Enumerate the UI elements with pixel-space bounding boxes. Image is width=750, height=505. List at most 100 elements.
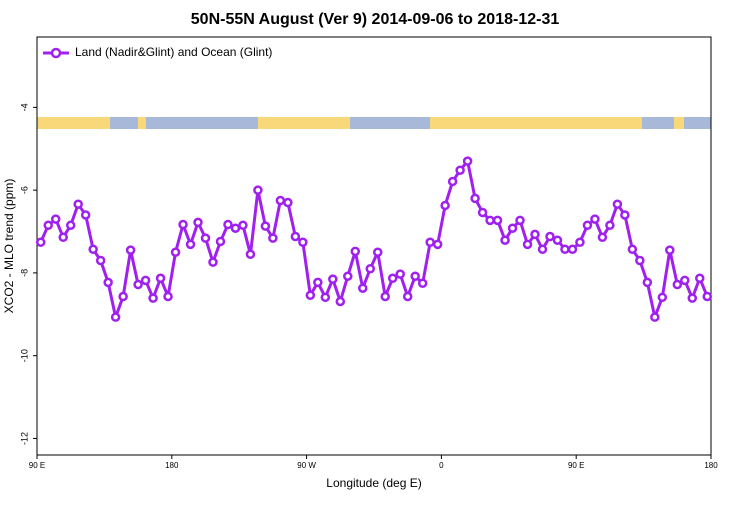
data-point xyxy=(612,199,623,209)
data-point xyxy=(380,291,390,302)
data-point xyxy=(305,290,316,300)
land-band xyxy=(430,117,642,129)
x-axis-label: Longitude (deg E) xyxy=(326,476,421,490)
data-point xyxy=(58,232,68,243)
data-point xyxy=(440,200,450,211)
data-point xyxy=(343,271,353,281)
data-point xyxy=(402,291,413,302)
data-point xyxy=(387,273,398,284)
data-point xyxy=(50,214,61,224)
data-point xyxy=(507,223,518,233)
data-point xyxy=(350,246,361,257)
data-point xyxy=(635,255,645,266)
data-point xyxy=(65,220,76,231)
data-point xyxy=(567,244,578,255)
data-point xyxy=(328,274,338,284)
data-point xyxy=(200,233,211,243)
y-tick-label: -6 xyxy=(19,186,29,194)
chart-title: 50N-55N August (Ver 9) 2014-09-06 to 201… xyxy=(191,11,560,28)
data-point xyxy=(110,312,121,322)
y-tick-label: -12 xyxy=(19,432,29,445)
x-tick-label: 180 xyxy=(165,461,179,470)
data-point xyxy=(103,277,113,288)
data-point xyxy=(545,231,555,242)
x-tick-label: 90 W xyxy=(297,461,316,470)
data-point xyxy=(253,185,263,195)
data-point xyxy=(335,296,346,307)
data-point xyxy=(530,229,540,240)
data-point xyxy=(620,210,630,220)
data-point xyxy=(500,235,510,245)
data-point xyxy=(455,165,465,176)
data-point xyxy=(582,220,593,231)
data-point xyxy=(313,277,323,288)
data-point xyxy=(590,214,600,224)
data-point xyxy=(283,197,293,208)
data-point xyxy=(470,193,480,204)
data-point xyxy=(290,231,301,242)
data-point xyxy=(575,237,585,248)
y-tick-label: -8 xyxy=(19,269,29,277)
data-point xyxy=(650,312,660,322)
land-band xyxy=(674,117,684,129)
data-point xyxy=(552,235,563,245)
data-point xyxy=(627,244,638,255)
data-point xyxy=(642,277,653,288)
y-axis-label: XCO2 - MLO trend (ppm) xyxy=(2,179,16,314)
data-point xyxy=(193,217,203,228)
data-point xyxy=(597,232,608,243)
data-point xyxy=(372,247,383,257)
data-point xyxy=(425,237,435,248)
data-point xyxy=(245,249,256,260)
data-point xyxy=(155,273,166,284)
data-point xyxy=(125,245,136,255)
x-tick-label: 90 E xyxy=(568,461,584,470)
land-band xyxy=(258,117,350,129)
data-point xyxy=(522,239,533,250)
data-point xyxy=(477,207,488,218)
land-ocean-band xyxy=(37,117,711,129)
data-point xyxy=(485,215,495,226)
data-point xyxy=(118,291,128,302)
data-point xyxy=(170,247,181,257)
data-point xyxy=(230,223,241,233)
data-point xyxy=(702,291,713,302)
data-point xyxy=(215,236,226,247)
legend-marker xyxy=(50,47,62,59)
y-tick-label: -4 xyxy=(19,103,29,111)
data-point xyxy=(88,244,98,255)
data-point xyxy=(238,220,248,231)
data-point xyxy=(492,215,503,226)
data-point xyxy=(657,292,668,303)
data-point xyxy=(185,239,196,250)
data-point xyxy=(178,219,188,230)
data-point xyxy=(462,156,473,166)
data-point xyxy=(605,220,615,231)
x-tick-label: 0 xyxy=(439,461,444,470)
data-point xyxy=(417,278,428,288)
data-point xyxy=(432,239,443,250)
data-point xyxy=(680,275,690,286)
data-point xyxy=(133,279,143,290)
data-point xyxy=(687,293,698,303)
data-point xyxy=(163,291,173,302)
data-point xyxy=(365,264,376,274)
data-point xyxy=(395,269,405,279)
data-point xyxy=(260,221,271,231)
x-tick-label: 180 xyxy=(704,461,718,470)
data-point xyxy=(410,271,420,281)
y-tick-label: -10 xyxy=(19,349,29,362)
data-point xyxy=(672,279,683,290)
land-band xyxy=(138,117,146,129)
data-point xyxy=(320,292,331,303)
data-point xyxy=(140,275,151,286)
data-point xyxy=(298,237,308,248)
data-point xyxy=(95,255,106,266)
data-point xyxy=(537,244,548,255)
data-point xyxy=(515,215,525,226)
x-tick-label: 90 E xyxy=(29,461,45,470)
data-point xyxy=(268,233,278,243)
data-point xyxy=(223,219,233,230)
data-point xyxy=(560,244,570,255)
